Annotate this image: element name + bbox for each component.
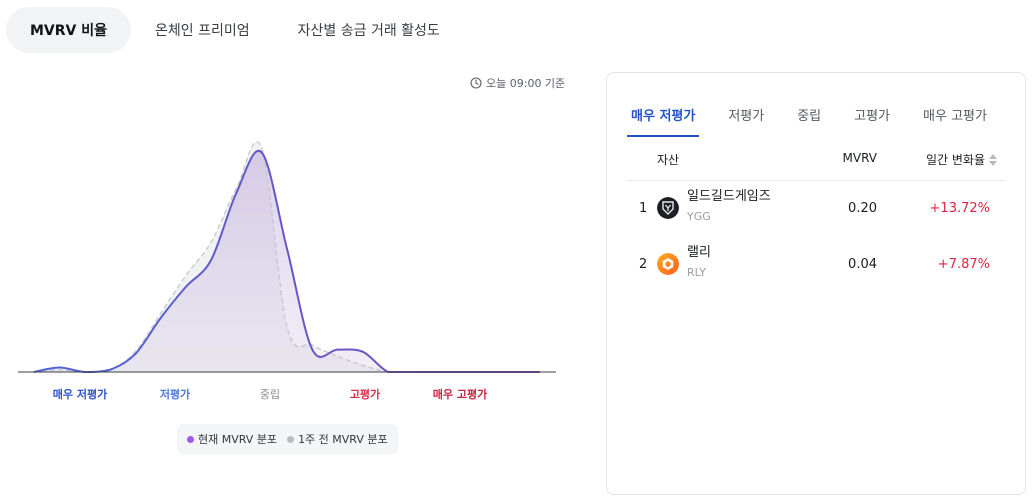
asset-change: +13.72% bbox=[929, 201, 990, 216]
mvrv-distribution-chart bbox=[18, 141, 556, 374]
tab-mvrv-ratio[interactable]: MVRV 비율 bbox=[6, 7, 132, 53]
zone-label-very-undervalued: 매우 저평가 bbox=[52, 388, 108, 401]
row-rank: 1 bbox=[639, 201, 648, 216]
clock-icon bbox=[470, 77, 482, 89]
legend-previous-label: 1주 전 MVRV 분포 bbox=[298, 433, 388, 446]
column-header-asset: 자산 bbox=[657, 153, 680, 167]
asset-symbol: RLY bbox=[687, 266, 707, 279]
tab-onchain-premium[interactable]: 온체인 프리미엄 bbox=[155, 23, 250, 39]
panel-tab-neutral[interactable]: 중립 bbox=[797, 109, 822, 124]
column-header-change-label: 일간 변화율 bbox=[925, 153, 985, 167]
asset-list-panel: 매우 저평가 저평가 중립 고평가 매우 고평가 자산 MVRV 일간 변화율 … bbox=[606, 72, 1026, 495]
previous-dot-icon bbox=[287, 435, 295, 443]
row-rank: 2 bbox=[639, 257, 648, 272]
table-row[interactable]: 2 랠리 RLY 0.04 +7.87% bbox=[627, 239, 1005, 289]
panel-tab-overvalued[interactable]: 고평가 bbox=[854, 109, 891, 124]
panel-tab-very-undervalued[interactable]: 매우 저평가 bbox=[627, 105, 700, 137]
table-row[interactable]: 1 일드길드게임즈 YGG 0.20 +13.72% bbox=[627, 183, 1005, 233]
zone-tab-bar: 매우 저평가 저평가 중립 고평가 매우 고평가 bbox=[627, 105, 991, 137]
top-tab-bar: MVRV 비율 온체인 프리미엄 자산별 송금 거래 활성도 bbox=[6, 7, 464, 53]
current-distribution-area bbox=[34, 150, 540, 372]
asset-change: +7.87% bbox=[937, 257, 990, 272]
tab-transfer-activity[interactable]: 자산별 송금 거래 활성도 bbox=[297, 23, 440, 39]
panel-tab-undervalued[interactable]: 저평가 bbox=[728, 109, 765, 124]
table-header: 자산 MVRV 일간 변화율 bbox=[627, 147, 1005, 181]
column-header-change[interactable]: 일간 변화율 bbox=[926, 151, 997, 168]
zone-label-neutral: 중립 bbox=[259, 388, 281, 401]
panel-tab-very-overvalued[interactable]: 매우 고평가 bbox=[923, 109, 987, 124]
asset-name: 일드길드게임즈 bbox=[687, 189, 771, 204]
rly-logo-icon bbox=[657, 253, 679, 275]
asset-symbol: YGG bbox=[687, 210, 711, 223]
ygg-logo-icon bbox=[657, 197, 679, 219]
current-dot-icon bbox=[187, 435, 194, 443]
asset-mvrv: 0.20 bbox=[848, 201, 877, 216]
zone-label-overvalued: 고평가 bbox=[349, 388, 381, 401]
zone-label-very-overvalued: 매우 고평가 bbox=[432, 388, 488, 401]
asset-mvrv: 0.04 bbox=[848, 257, 877, 272]
chart-legend: 현재 MVRV 분포 1주 전 MVRV 분포 bbox=[177, 424, 398, 454]
column-header-mvrv: MVRV bbox=[842, 151, 877, 165]
legend-current-label: 현재 MVRV 분포 bbox=[198, 433, 278, 446]
zone-axis-labels: 매우 저평가 저평가 중립 고평가 매우 고평가 bbox=[0, 386, 580, 404]
asset-name: 랠리 bbox=[687, 245, 711, 260]
legend-previous[interactable]: 1주 전 MVRV 분포 bbox=[287, 431, 388, 447]
legend-current[interactable]: 현재 MVRV 분포 bbox=[187, 431, 277, 447]
as-of-timestamp: 오늘 09:00 기준 bbox=[470, 75, 565, 91]
sort-icon[interactable] bbox=[989, 153, 997, 166]
as-of-text: 오늘 09:00 기준 bbox=[486, 77, 566, 90]
zone-label-undervalued: 저평가 bbox=[159, 388, 191, 401]
